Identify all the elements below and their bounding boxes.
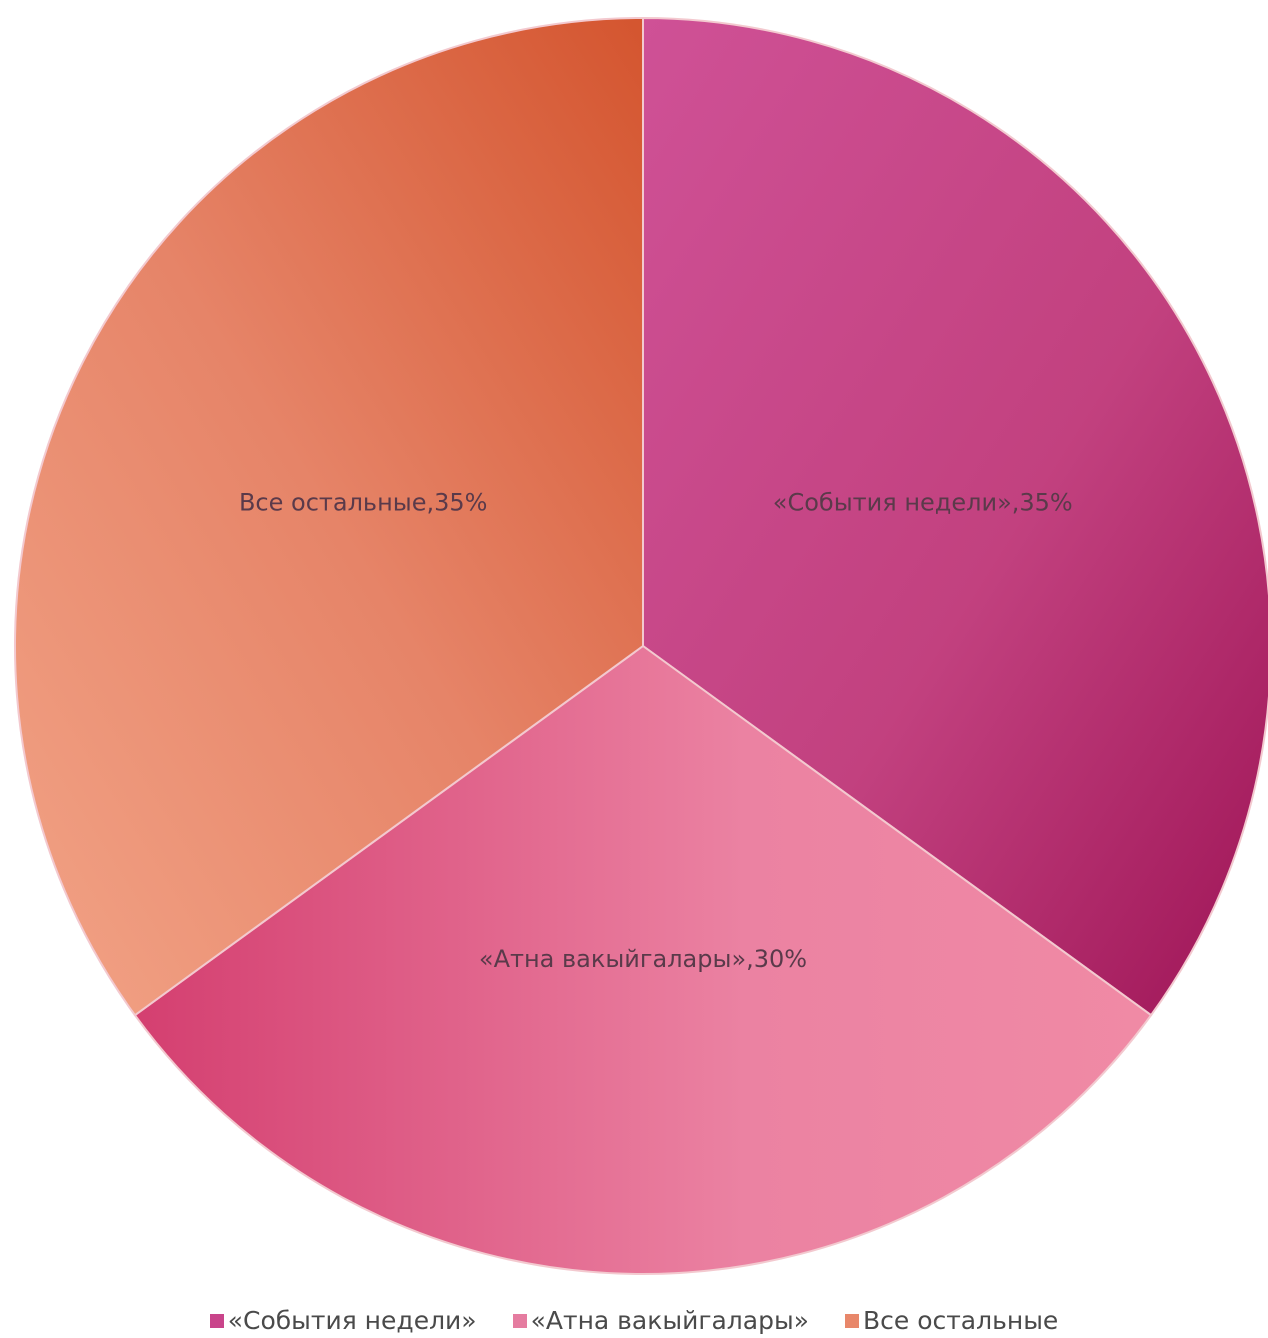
- slice-data-label-1: «События недели»,35%: [773, 488, 1073, 516]
- legend-item-2: «Атна вакыйгалары»: [512, 1306, 809, 1335]
- legend-swatch-2: [512, 1313, 527, 1328]
- legend-swatch-1: [209, 1313, 224, 1328]
- legend-label-3: Все остальные: [862, 1306, 1059, 1335]
- pie-slice-3: [14, 16, 644, 1017]
- pie-slice-1: [642, 16, 1268, 1017]
- legend: «События недели» «Атна вакыйгалары» Все ос…: [0, 1306, 1268, 1335]
- pie-plot-area: «События недели»,35% «Атна вакыйгалары»,3…: [14, 16, 1268, 1275]
- legend-swatch-3: [844, 1313, 859, 1328]
- legend-label-1: «События недели»: [227, 1306, 477, 1335]
- legend-label-2: «Атна вакыйгалары»: [530, 1306, 809, 1335]
- slice-data-label-3: Все остальные,35%: [239, 488, 487, 516]
- legend-item-1: «События недели»: [209, 1306, 477, 1335]
- legend-item-3: Все остальные: [844, 1306, 1059, 1335]
- slice-data-label-2: «Атна вакыйгалары»,30%: [479, 945, 807, 973]
- pie-slice-2: [133, 644, 1153, 1275]
